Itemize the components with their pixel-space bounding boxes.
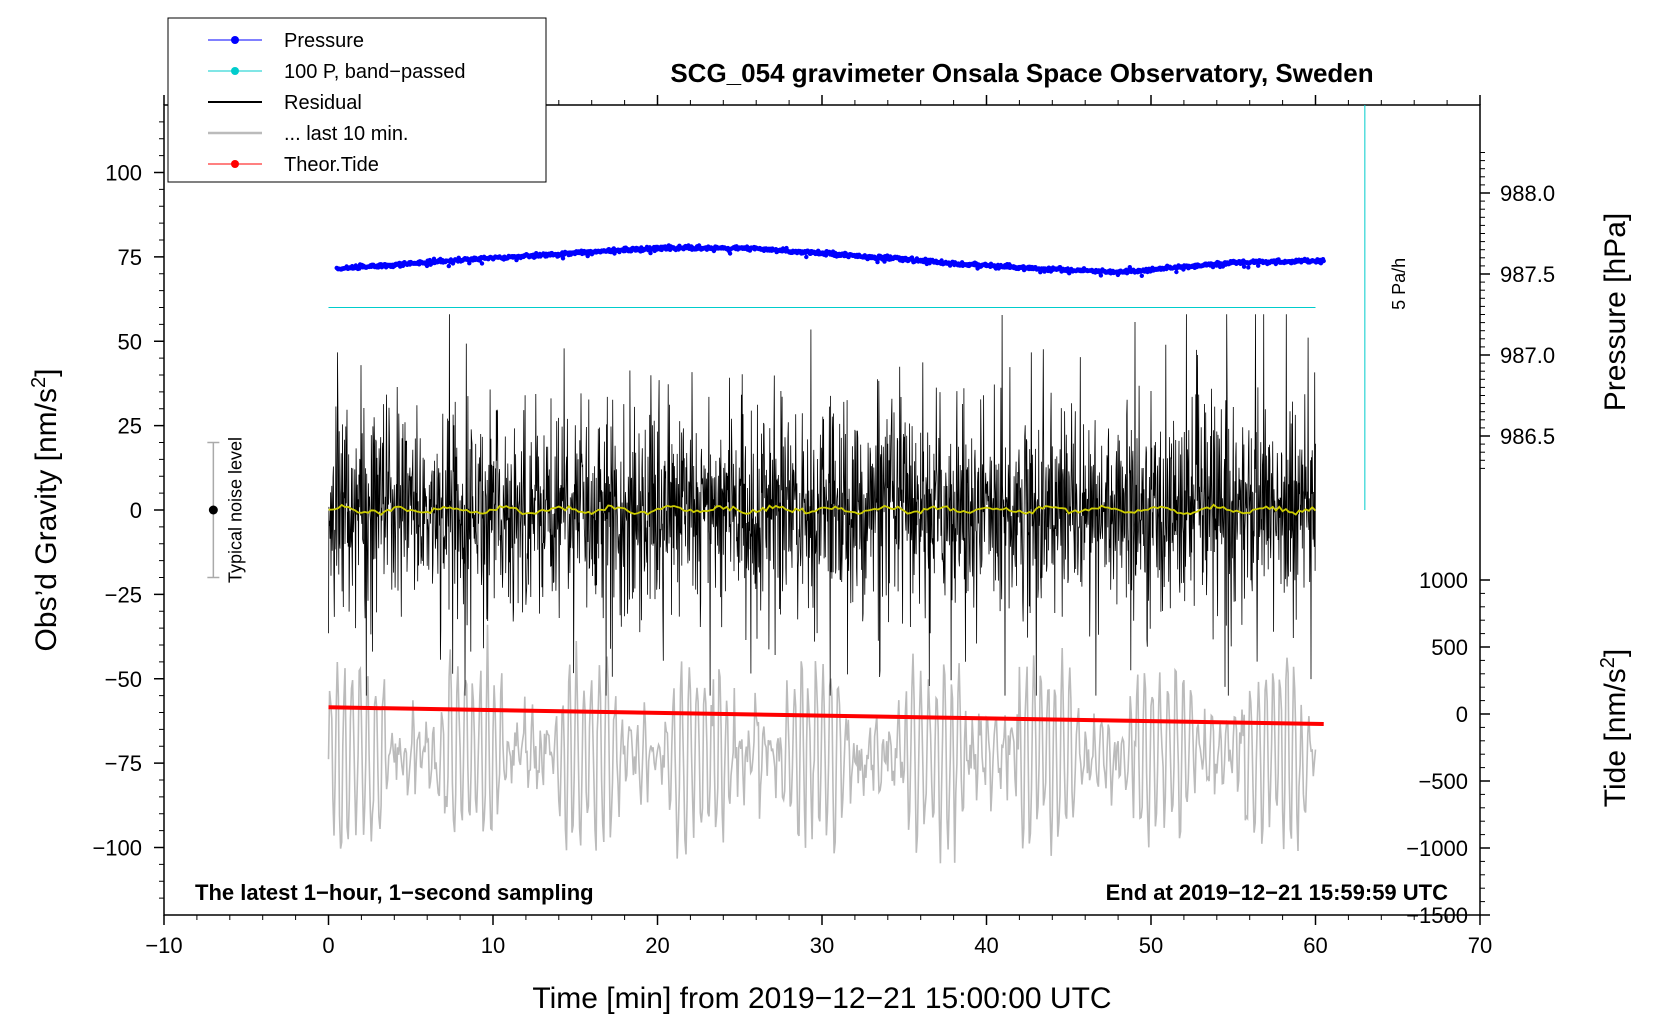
- series-theoretical-tide: [328, 705, 1324, 727]
- pressure-point: [875, 259, 880, 265]
- x-tick-label: 30: [810, 933, 834, 958]
- legend-marker-tide: [231, 160, 239, 168]
- tide-tick-label: 0: [1456, 702, 1468, 727]
- y-left-tick-label: −75: [105, 751, 142, 776]
- tide-tick-label: 1000: [1419, 568, 1468, 593]
- plot-area: [207, 105, 1366, 864]
- legend: Pressure 100 P, band−passed Residual ...…: [167, 17, 547, 183]
- y-left-tick-label: −25: [105, 582, 142, 607]
- series-residual: [328, 314, 1316, 696]
- x-tick-label: 20: [645, 933, 669, 958]
- legend-label-pressure: Pressure: [284, 30, 364, 52]
- legend-marker-bandpass: [231, 67, 239, 75]
- pressure-tick-label: 986.5: [1500, 424, 1555, 449]
- y-left-tick-label: 50: [118, 329, 142, 354]
- series-residual-smoothed: [328, 503, 1317, 516]
- pressure-point: [1256, 263, 1261, 268]
- pressure-tick-label: 987.0: [1500, 343, 1555, 368]
- noise-bar-center: [208, 505, 218, 515]
- legend-label-bandpass: 100 P, band−passed: [284, 61, 465, 83]
- legend-label-last10: ... last 10 min.: [284, 123, 409, 145]
- pressure-point: [648, 250, 653, 256]
- y-left-axis-ticks: 100 75 50 25 0 −25 −50 −75 −100: [92, 121, 164, 899]
- tide-tick-label: −500: [1418, 769, 1468, 794]
- scale-bar-label: 5 Pa/h: [1389, 258, 1409, 310]
- pressure-tick-label: 987.5: [1500, 262, 1555, 287]
- pressure-point: [804, 254, 809, 260]
- x-tick-label: 10: [481, 933, 505, 958]
- tide-tick-label: −1500: [1406, 903, 1468, 928]
- pressure-point: [479, 261, 485, 266]
- x-tick-label: 40: [974, 933, 998, 958]
- y-left-tick-label: −50: [105, 667, 142, 692]
- x-axis-title: Time [min] from 2019−12−21 15:00:00 UTC: [532, 982, 1111, 1015]
- pressure-point: [1241, 264, 1247, 269]
- x-axis-ticks: −10 0 10 20 30 40 50 60 70: [145, 95, 1492, 958]
- pressure-point: [560, 256, 566, 261]
- y-left-tick-label: −100: [92, 836, 142, 861]
- pressure-point: [446, 263, 451, 269]
- pressure-point: [1321, 258, 1326, 264]
- pressure-point: [1098, 273, 1104, 278]
- series-last-10-min: [327, 624, 1317, 864]
- pressure-point: [1246, 265, 1251, 270]
- legend-box: [167, 17, 547, 183]
- x-tick-label: 70: [1468, 933, 1492, 958]
- pressure-point: [727, 251, 733, 256]
- y-left-tick-label: 75: [118, 245, 142, 270]
- x-tick-label: 60: [1303, 933, 1327, 958]
- series-pressure: [334, 243, 1326, 278]
- pressure-tick-label: 988.0: [1500, 181, 1555, 206]
- pressure-point: [1139, 273, 1145, 278]
- pressure-point: [1127, 265, 1133, 270]
- noise-level-label: Typical noise level: [225, 437, 245, 583]
- y-left-tick-label: 0: [130, 498, 142, 523]
- chart-title: SCG_054 gravimeter Onsala Space Observat…: [670, 58, 1373, 88]
- pressure-point: [1174, 269, 1179, 275]
- x-tick-label: 50: [1139, 933, 1163, 958]
- pressure-axis-ticks: 988.0 987.5 987.0 986.5: [1480, 152, 1555, 469]
- y-left-tick-label: 25: [118, 414, 142, 439]
- y-left-axis-title: Obs’d Gravity [nm/s2]: [28, 369, 63, 652]
- x-tick-label: 0: [322, 933, 334, 958]
- tide-tick-label: 500: [1431, 635, 1468, 660]
- x-tick-label: −10: [145, 933, 182, 958]
- pressure-axis-title: Pressure [hPa]: [1599, 213, 1632, 411]
- legend-marker-pressure: [231, 36, 239, 44]
- sampling-note: The latest 1−hour, 1−second sampling: [195, 880, 594, 905]
- y-left-tick-label: 100: [105, 161, 142, 186]
- end-time-note: End at 2019−12−21 15:59:59 UTC: [1106, 880, 1449, 905]
- legend-label-tide: Theor.Tide: [284, 154, 379, 176]
- tide-tick-label: −1000: [1406, 836, 1468, 861]
- legend-label-residual: Residual: [284, 92, 362, 114]
- tide-axis-title: Tide [nm/s2]: [1597, 649, 1632, 807]
- tide-axis-ticks: 1000 500 0 −500 −1000 −1500: [1406, 568, 1490, 928]
